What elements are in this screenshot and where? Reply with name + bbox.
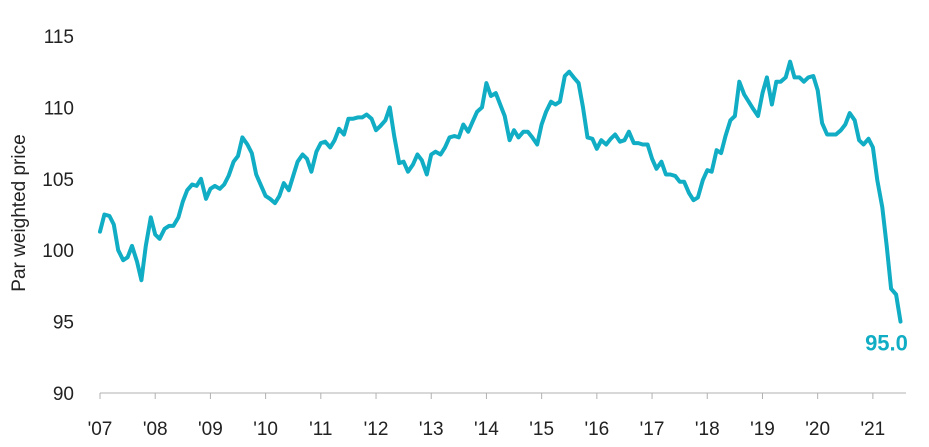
x-tick-label: '07 [88, 419, 113, 440]
end-value-label: 95.0 [865, 331, 908, 356]
y-axis-ticks: 90 95 100 105 110 115 [42, 27, 74, 405]
series-line [98, 59, 903, 324]
x-tick-label: '15 [529, 419, 554, 440]
x-tick-label: '13 [419, 419, 444, 440]
x-tick-label: '20 [805, 419, 830, 440]
x-tick-label: '10 [253, 419, 278, 440]
y-tick-label: 95 [53, 313, 74, 334]
y-tick-label: 110 [44, 98, 74, 119]
x-tick-label: '21 [860, 419, 885, 440]
y-tick-label: 90 [53, 384, 74, 405]
y-tick-label: 115 [44, 27, 74, 48]
series-layer [98, 59, 903, 324]
x-tick-label: '14 [474, 419, 499, 440]
x-tick-label: '18 [695, 419, 720, 440]
y-tick-label: 100 [42, 241, 74, 262]
x-tick-label: '16 [584, 419, 609, 440]
x-tick-label: '08 [143, 419, 168, 440]
x-tick-label: '19 [750, 419, 775, 440]
x-tick-label: '11 [309, 419, 332, 440]
x-tick-label: '17 [640, 419, 665, 440]
x-tick-label: '09 [198, 419, 223, 440]
y-axis-title: Par weighted price [9, 134, 30, 291]
x-tick-label: '12 [364, 419, 389, 440]
x-axis: '07 '08 '09 '10 '11 '12 '13 '14 '15 '16 '17 '18 '19 '… [88, 392, 906, 440]
y-tick-label: 105 [42, 170, 74, 191]
